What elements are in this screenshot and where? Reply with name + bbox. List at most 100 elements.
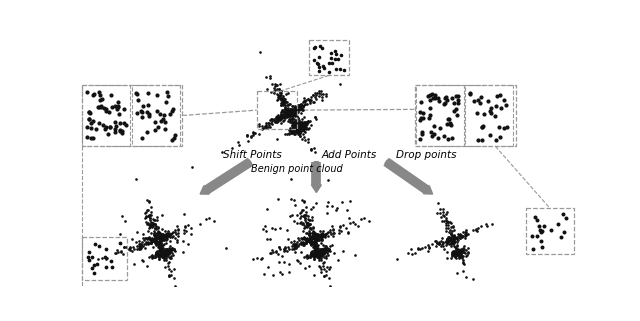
- Point: [86, 135, 97, 140]
- Point: [320, 248, 330, 253]
- Point: [248, 257, 258, 262]
- Point: [154, 247, 164, 253]
- Point: [291, 107, 301, 112]
- Point: [140, 236, 150, 241]
- Point: [540, 224, 550, 229]
- Point: [445, 235, 455, 240]
- Point: [340, 225, 351, 230]
- Point: [561, 215, 571, 220]
- Point: [449, 108, 459, 113]
- Point: [314, 234, 324, 239]
- Point: [167, 246, 177, 251]
- Point: [444, 220, 454, 225]
- Point: [154, 254, 164, 259]
- Point: [320, 249, 330, 254]
- Point: [159, 241, 170, 247]
- Point: [319, 254, 329, 259]
- Point: [290, 109, 300, 114]
- Point: [150, 234, 161, 239]
- Point: [296, 197, 307, 203]
- Point: [280, 245, 290, 250]
- Point: [296, 127, 307, 133]
- Point: [454, 233, 464, 238]
- Point: [142, 109, 152, 114]
- Point: [439, 213, 449, 218]
- Point: [159, 113, 169, 118]
- Point: [152, 228, 163, 233]
- Point: [164, 274, 175, 279]
- Point: [163, 229, 173, 234]
- Point: [101, 264, 111, 269]
- Point: [452, 97, 463, 102]
- Point: [84, 117, 95, 122]
- Point: [314, 89, 324, 94]
- Point: [272, 86, 282, 91]
- Point: [286, 110, 296, 115]
- Point: [451, 236, 461, 241]
- Point: [325, 244, 335, 249]
- Point: [164, 239, 175, 244]
- Point: [156, 239, 166, 244]
- Point: [159, 233, 169, 238]
- Point: [451, 106, 461, 111]
- Point: [287, 120, 297, 125]
- Point: [282, 111, 292, 117]
- Point: [143, 207, 153, 213]
- Point: [273, 260, 284, 265]
- Point: [166, 137, 177, 143]
- Point: [150, 226, 161, 231]
- Point: [157, 250, 168, 255]
- Point: [461, 253, 471, 258]
- Point: [268, 248, 278, 253]
- Point: [140, 241, 150, 246]
- Point: [287, 128, 297, 133]
- Point: [285, 116, 295, 121]
- Point: [323, 253, 333, 258]
- Point: [300, 122, 310, 127]
- Point: [445, 236, 456, 241]
- Point: [346, 198, 356, 204]
- Point: [455, 235, 465, 240]
- Point: [415, 246, 425, 251]
- Point: [426, 130, 436, 135]
- Point: [303, 231, 314, 236]
- Point: [455, 251, 465, 256]
- Point: [285, 113, 296, 118]
- Point: [294, 125, 305, 130]
- Point: [139, 241, 149, 246]
- Point: [304, 238, 314, 243]
- Point: [151, 241, 161, 247]
- Point: [147, 220, 157, 225]
- Point: [309, 254, 319, 259]
- Point: [154, 243, 164, 248]
- Point: [442, 236, 452, 241]
- Point: [293, 130, 303, 135]
- Point: [446, 221, 456, 226]
- Point: [168, 229, 179, 234]
- Point: [458, 269, 468, 274]
- Point: [273, 117, 283, 122]
- Point: [291, 106, 301, 111]
- Point: [276, 97, 286, 102]
- Point: [323, 276, 333, 281]
- Point: [100, 126, 110, 131]
- Point: [458, 229, 468, 234]
- Point: [309, 232, 319, 237]
- Point: [452, 251, 463, 256]
- Point: [449, 248, 460, 253]
- Point: [157, 251, 167, 256]
- Point: [86, 120, 96, 126]
- Point: [294, 125, 305, 130]
- Point: [304, 223, 314, 228]
- Point: [310, 236, 320, 241]
- Point: [154, 234, 164, 239]
- Point: [110, 250, 120, 255]
- Point: [276, 112, 286, 117]
- Point: [280, 107, 290, 112]
- Point: [204, 215, 214, 220]
- Point: [441, 215, 451, 221]
- Point: [160, 251, 170, 256]
- Point: [253, 122, 264, 127]
- Point: [417, 131, 428, 136]
- Point: [301, 204, 311, 209]
